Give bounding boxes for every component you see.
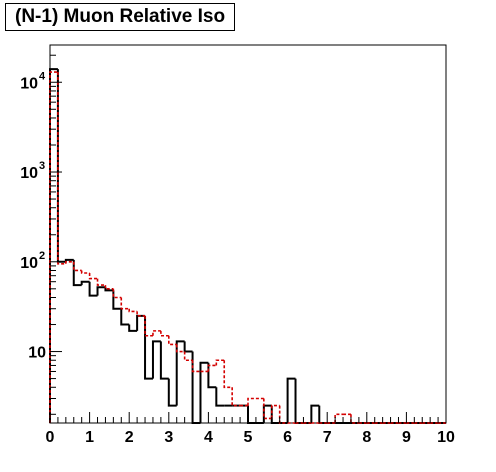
- x-tick-label: 0: [46, 429, 55, 446]
- histogram-bin: [207, 364, 217, 372]
- histogram-bin: [56, 69, 66, 263]
- histogram-bin: [96, 286, 106, 296]
- histogram-bin: [159, 341, 169, 380]
- histogram-bin: [247, 405, 256, 424]
- histogram-bin: [72, 259, 82, 287]
- histogram-bin: [270, 404, 280, 419]
- histogram-bin: [136, 311, 146, 317]
- histogram-bin: [120, 308, 130, 326]
- histogram-bin: [160, 330, 169, 337]
- histogram-bin: [183, 341, 193, 353]
- histogram-bin: [96, 278, 106, 286]
- x-tick-label: 6: [283, 429, 292, 446]
- y-tick-label: 10: [20, 165, 38, 182]
- histogram-bin: [49, 71, 58, 423]
- x-tick-label: 2: [125, 429, 134, 446]
- x-tick-label: 3: [164, 429, 173, 446]
- histogram-bin: [175, 340, 185, 406]
- histogram-bin: [88, 281, 98, 297]
- histogram-bin: [247, 397, 256, 406]
- chart-title: (N-1) Muon Relative Iso: [5, 3, 236, 31]
- histogram-bin: [270, 405, 280, 424]
- x-tick-label: 1: [85, 429, 94, 446]
- histogram-bin: [80, 270, 90, 274]
- histogram-bin: [112, 290, 122, 310]
- histogram-bin: [278, 405, 288, 424]
- histogram-bin: [128, 324, 138, 332]
- histogram-bin: [231, 387, 241, 407]
- histogram-bin: [49, 68, 58, 423]
- histogram-bin: [199, 361, 209, 423]
- x-axis: 0 1 2 3 4 5 6 7 8 9 10: [46, 412, 455, 446]
- x-tick-label: 9: [402, 429, 411, 446]
- series-layer: [49, 68, 446, 424]
- histogram-bin: [104, 285, 114, 290]
- histogram-bin: [334, 413, 344, 423]
- histogram-bin: [310, 404, 320, 423]
- histogram-bin: [191, 360, 201, 373]
- histogram-bin: [136, 314, 146, 331]
- y-tick-exponent: 2: [39, 250, 45, 262]
- histogram-bin: [167, 378, 177, 407]
- x-tick-label: 4: [204, 429, 213, 446]
- y-tick-exponent: 4: [39, 70, 46, 82]
- histogram-bin: [215, 387, 225, 407]
- histogram-bin: [294, 378, 304, 424]
- histogram-bin: [152, 330, 161, 336]
- histogram-bin: [104, 287, 114, 292]
- y-tick-exponent: 3: [39, 160, 45, 172]
- histogram-bin: [80, 280, 90, 286]
- histogram-bin: [183, 351, 193, 362]
- histogram-bin: [263, 398, 272, 420]
- histogram-bin: [112, 288, 122, 299]
- y-tick-label: 10: [20, 255, 38, 272]
- histogram-bin: [120, 297, 130, 310]
- histogram-bin: [207, 362, 217, 389]
- histogram-bin: [191, 351, 201, 424]
- x-tick-label: 8: [362, 429, 371, 446]
- series-0: [49, 68, 446, 424]
- histogram-bin: [215, 359, 225, 366]
- histogram-bin: [262, 404, 272, 423]
- histogram-bin: [65, 260, 74, 264]
- y-tick-label: 10: [28, 345, 46, 362]
- x-tick-label: 7: [323, 429, 332, 446]
- histogram-bin: [88, 273, 98, 280]
- histogram-bin: [168, 335, 177, 346]
- histogram-bin: [128, 308, 138, 313]
- histogram-bin: [72, 261, 82, 272]
- histogram-bin: [175, 344, 185, 353]
- plot-frame: [49, 44, 447, 424]
- x-tick-label: 10: [437, 429, 455, 446]
- histogram-bin: [286, 377, 296, 423]
- y-tick-label: 10: [20, 75, 38, 92]
- x-tick-label: 5: [244, 429, 253, 446]
- histogram-bin: [318, 405, 328, 424]
- histogram-bin: [151, 340, 161, 379]
- histogram-bin: [144, 315, 153, 337]
- histogram-bin: [350, 414, 359, 424]
- series-1: [49, 71, 446, 424]
- histogram-bin: [223, 360, 233, 389]
- histogram-bin: [144, 315, 153, 380]
- histogram-bin: [57, 72, 66, 265]
